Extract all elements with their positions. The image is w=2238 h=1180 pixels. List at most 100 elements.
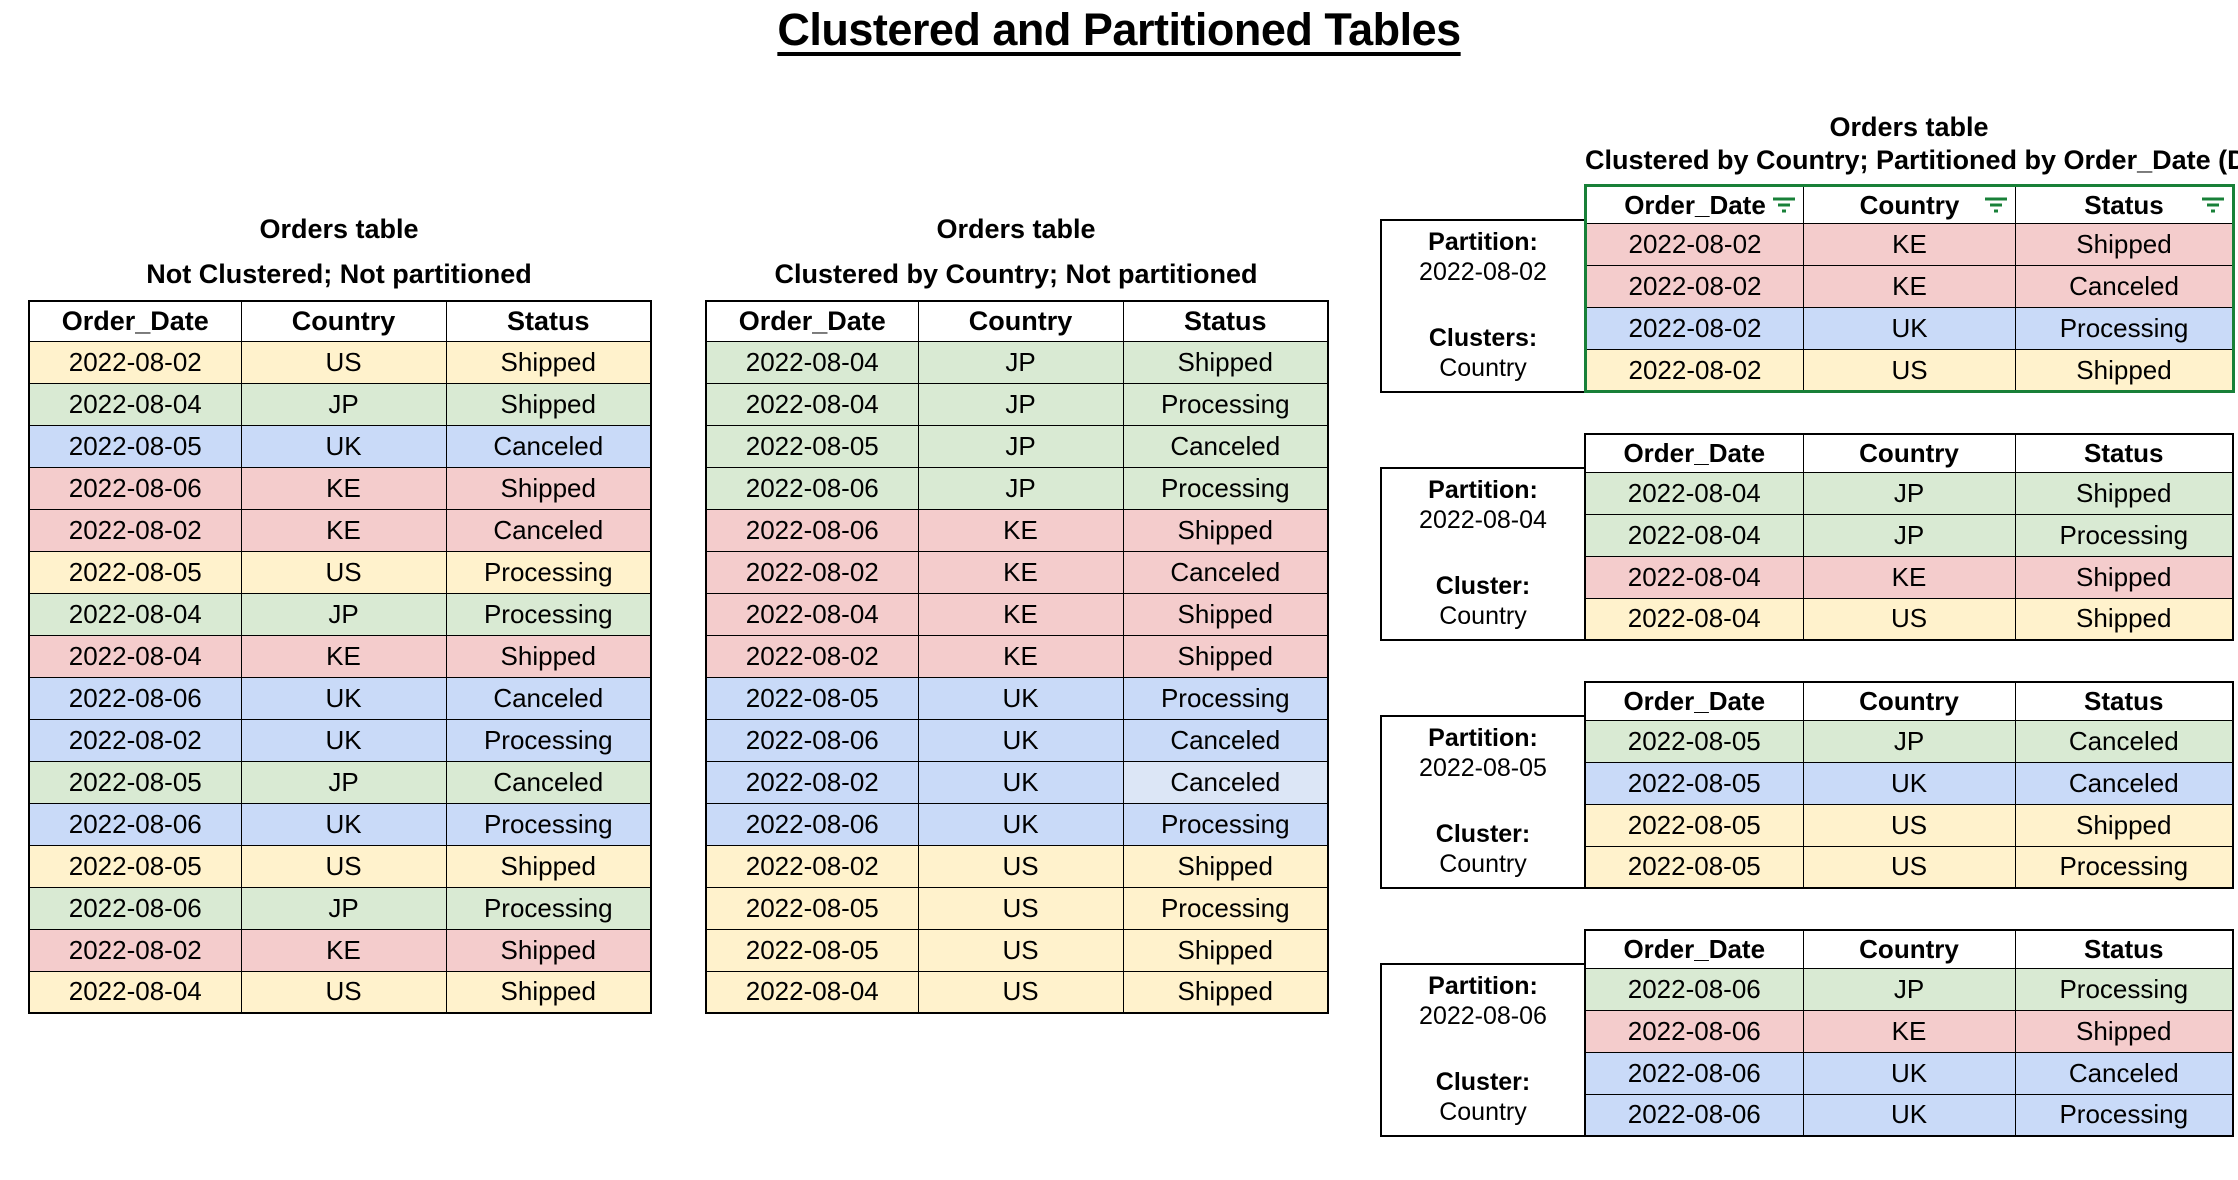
partition-value: 2022-08-02 — [1419, 258, 1547, 286]
table-cell: Shipped — [2014, 1009, 2234, 1053]
filter-icon — [1985, 197, 2007, 213]
table-cell: 2022-08-02 — [705, 634, 919, 678]
table-cell: 2022-08-05 — [28, 844, 242, 888]
table-cell: UK — [240, 718, 447, 762]
table-cell: 2022-08-02 — [705, 760, 919, 804]
partition-label-box: Partition: 2022-08-05 Cluster: Country — [1380, 715, 1584, 889]
left-table-block: Orders table Not Clustered; Not partitio… — [28, 214, 652, 1014]
table-cell: 2022-08-06 — [1584, 1051, 1804, 1095]
table-row: 2022-08-05 US Processing — [705, 886, 1329, 930]
table-cell: Processing — [2014, 845, 2234, 889]
partition-table-2022-08-02: Order_Date Country Status 2022-08-02 KE Sh… — [1584, 184, 2235, 393]
table-cell: KE — [1803, 265, 2016, 308]
column-header-order-date: Order_Date — [1584, 681, 1804, 721]
table-cell: KE — [1802, 1009, 2016, 1053]
table-cell: JP — [240, 760, 447, 804]
table-cell: Canceled — [1122, 760, 1329, 804]
cluster-label: Cluster: — [1435, 572, 1531, 600]
table-cell: 2022-08-06 — [28, 676, 242, 720]
table-cell: Processing — [1122, 676, 1329, 720]
table-cell: Canceled — [2015, 265, 2234, 308]
table-cell: Shipped — [1122, 508, 1329, 552]
table-cell: 2022-08-06 — [1584, 967, 1804, 1011]
table-cell: 2022-08-04 — [1584, 555, 1804, 599]
table-cell: 2022-08-04 — [28, 592, 242, 636]
table-cell: Shipped — [1122, 634, 1329, 678]
table-cell: 2022-08-05 — [28, 550, 242, 594]
table-cell: UK — [917, 802, 1124, 846]
column-header-order-date: Order_Date — [1585, 185, 1804, 224]
table-cell: Shipped — [445, 844, 652, 888]
column-header-country: Country — [240, 300, 447, 342]
table-cell: Canceled — [1122, 718, 1329, 762]
table-cell: 2022-08-05 — [1584, 761, 1804, 805]
right-partitioned-section: Orders table Clustered by Country; Parti… — [1380, 112, 2238, 1177]
column-header-status: Status — [2015, 185, 2234, 224]
table-row: 2022-08-05 US Shipped — [28, 844, 652, 888]
middle-table-title: Orders table — [936, 214, 1096, 244]
header-row: Order_Date Country Status — [1584, 433, 2234, 473]
table-row: 2022-08-06 UK Canceled — [1584, 1051, 2234, 1095]
partition-table-2022-08-06: Order_Date Country Status 2022-08-06 JP Pr… — [1584, 929, 2234, 1137]
partition-label-box: Partition: 2022-08-02 Clusters: Country — [1380, 219, 1584, 393]
table-row: 2022-08-05 US Shipped — [1584, 803, 2234, 847]
table-cell: KE — [240, 634, 447, 678]
filter-icon — [2202, 197, 2224, 213]
table-cell: 2022-08-05 — [705, 676, 919, 720]
table-cell: UK — [240, 424, 447, 468]
table-cell: Shipped — [2014, 471, 2234, 515]
table-cell: Shipped — [2014, 555, 2234, 599]
orders-table-unclustered: Order_Date Country Status 2022-08-02 US Sh… — [28, 300, 652, 1014]
table-cell: Shipped — [1122, 592, 1329, 636]
table-row: 2022-08-06 UK Processing — [705, 802, 1329, 846]
table-cell: 2022-08-04 — [28, 382, 242, 426]
table-cell: JP — [240, 382, 447, 426]
table-cell: US — [1802, 597, 2016, 641]
table-cell: UK — [1802, 1051, 2016, 1095]
partition-label: Partition: — [1428, 972, 1538, 1000]
column-header-label: Status — [2084, 189, 2164, 220]
header-row: Order_Date Country Status — [1584, 681, 2234, 721]
table-cell: JP — [1802, 471, 2016, 515]
table-cell: Processing — [445, 718, 652, 762]
left-table-subtitle: Not Clustered; Not partitioned — [146, 259, 532, 289]
table-row: 2022-08-02 KE Canceled — [1585, 265, 2234, 308]
partition-value: 2022-08-05 — [1419, 754, 1547, 782]
cluster-label: Cluster: — [1435, 820, 1531, 848]
table-cell: Shipped — [1122, 928, 1329, 972]
table-cell: Processing — [445, 886, 652, 930]
table-cell: 2022-08-05 — [705, 424, 919, 468]
table-cell: Canceled — [445, 508, 652, 552]
table-cell: JP — [1802, 513, 2016, 557]
table-row: 2022-08-02 US Shipped — [28, 340, 652, 384]
table-cell: 2022-08-04 — [1584, 471, 1804, 515]
table-row: 2022-08-02 KE Canceled — [705, 550, 1329, 594]
table-row: 2022-08-04 JP Shipped — [28, 382, 652, 426]
table-cell: US — [240, 844, 447, 888]
cluster-value: Country — [1439, 850, 1527, 878]
page-title: Clustered and Partitioned Tables — [777, 4, 1461, 55]
table-cell: Shipped — [2015, 223, 2234, 266]
table-row: 2022-08-04 KE Shipped — [705, 592, 1329, 636]
partition-group-2022-08-04: Partition: 2022-08-04 Cluster: Country O… — [1380, 433, 2236, 641]
partition-group-2022-08-06: Partition: 2022-08-06 Cluster: Country O… — [1380, 929, 2236, 1137]
partition-label: Partition: — [1428, 476, 1538, 504]
table-row: 2022-08-06 UK Processing — [1584, 1093, 2234, 1137]
middle-table-subtitle: Clustered by Country; Not partitioned — [774, 259, 1258, 289]
column-header-status: Status — [2014, 929, 2234, 969]
partition-table-2022-08-04: Order_Date Country Status 2022-08-04 JP Sh… — [1584, 433, 2234, 641]
table-cell: Canceled — [2014, 719, 2234, 763]
table-cell: KE — [917, 592, 1124, 636]
table-cell: US — [1802, 845, 2016, 889]
table-cell: 2022-08-06 — [705, 718, 919, 762]
table-cell: Processing — [445, 802, 652, 846]
column-header-country: Country — [1802, 681, 2016, 721]
table-cell: UK — [240, 802, 447, 846]
table-row: 2022-08-02 US Shipped — [1585, 349, 2234, 392]
table-row: 2022-08-04 US Shipped — [1584, 597, 2234, 641]
header-row: Order_Date Country Status — [1584, 929, 2234, 969]
orders-table-clustered: Order_Date Country Status 2022-08-04 JP Sh… — [705, 300, 1329, 1014]
table-row: 2022-08-05 UK Canceled — [1584, 761, 2234, 805]
left-table-title: Orders table — [259, 214, 419, 244]
table-cell: Shipped — [445, 928, 652, 972]
